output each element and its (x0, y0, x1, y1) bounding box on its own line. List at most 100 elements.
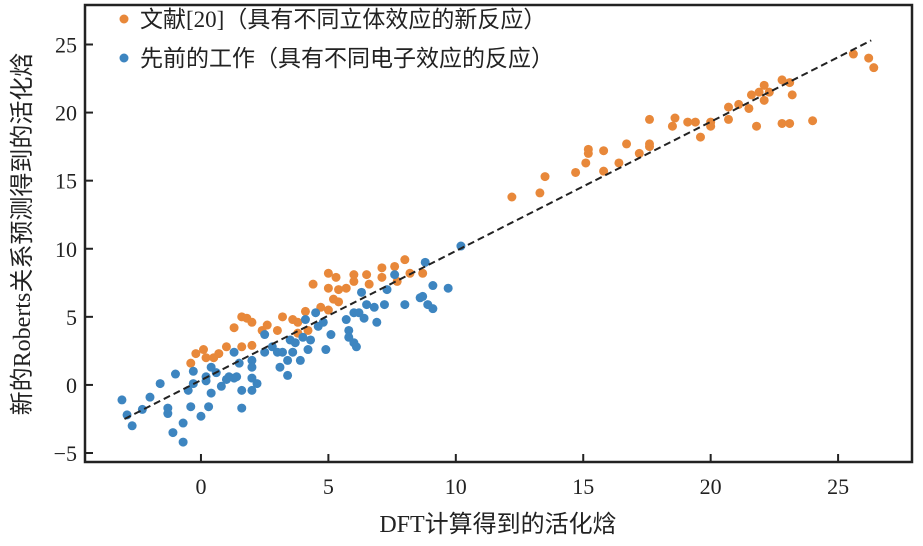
fit-line (124, 39, 872, 420)
data-point-literature (400, 255, 410, 265)
data-point-previous-work (117, 395, 127, 405)
data-point-literature (599, 146, 609, 156)
data-point-literature (334, 285, 344, 295)
data-point-previous-work (418, 291, 428, 301)
data-point-previous-work (428, 304, 438, 314)
data-point-literature (724, 102, 734, 112)
data-point-literature (293, 317, 303, 327)
data-point-literature (247, 317, 257, 327)
data-point-previous-work (168, 428, 178, 438)
data-point-literature (214, 349, 224, 359)
y-tick-label: 25 (55, 32, 77, 57)
data-point-literature (221, 342, 231, 352)
data-point-previous-work (295, 355, 305, 365)
data-point-previous-work (321, 345, 331, 355)
data-point-literature (571, 167, 581, 177)
data-point-previous-work (400, 300, 410, 310)
data-point-previous-work (275, 362, 285, 372)
data-point-literature (341, 283, 351, 293)
data-point-literature (764, 87, 774, 97)
data-point-literature (864, 53, 874, 63)
x-axis-label: DFT计算得到的活化焓 (379, 511, 616, 538)
data-point-previous-work (420, 257, 430, 267)
data-point-previous-work (379, 300, 389, 310)
data-point-literature (237, 342, 247, 352)
data-point-literature (785, 118, 795, 128)
data-point-literature (746, 90, 756, 100)
data-point-literature (362, 270, 372, 280)
data-point-previous-work (311, 308, 321, 318)
data-point-literature (622, 139, 632, 149)
data-point-literature (759, 95, 769, 105)
data-point-previous-work (196, 411, 206, 421)
data-point-literature (278, 312, 288, 322)
data-point-previous-work (178, 437, 188, 447)
data-point-literature (247, 340, 257, 350)
data-point-literature (364, 279, 374, 289)
y-tick-label: 0 (66, 373, 77, 398)
data-point-literature (303, 325, 313, 335)
data-point-previous-work (186, 402, 196, 412)
data-point-literature (670, 113, 680, 123)
data-point-previous-work (283, 355, 293, 365)
data-point-literature (683, 117, 693, 127)
data-point-literature (645, 114, 655, 124)
data-point-previous-work (290, 338, 300, 348)
data-point-literature (199, 345, 209, 355)
ticks-layer: 0 5 10 15 20 25 −5 0 5 10 15 20 25 (54, 32, 850, 499)
data-point-previous-work (188, 366, 198, 376)
data-point-previous-work (247, 385, 257, 395)
data-point-previous-work (283, 370, 293, 380)
data-point-previous-work (155, 379, 165, 389)
data-point-literature (787, 90, 797, 100)
data-point-literature (744, 103, 754, 113)
data-point-literature (418, 268, 428, 278)
data-point-previous-work (326, 330, 336, 340)
data-point-literature (581, 158, 591, 168)
y-tick-label: 20 (55, 101, 77, 126)
plot-frame (83, 3, 914, 464)
data-point-literature (734, 99, 744, 109)
data-point-literature (377, 272, 387, 282)
data-point-literature (645, 142, 655, 152)
x-tick-label: 25 (827, 474, 849, 499)
data-point-literature (186, 358, 196, 368)
data-point-literature (583, 148, 593, 158)
legend-marker-literature (119, 14, 129, 24)
data-point-previous-work (278, 347, 288, 357)
y-tick-label: 10 (55, 237, 77, 262)
data-point-previous-work (288, 347, 298, 357)
data-point-literature (869, 63, 879, 73)
data-point-literature (808, 116, 818, 126)
data-point-previous-work (390, 270, 400, 280)
data-point-literature (191, 349, 201, 359)
data-point-previous-work (443, 283, 453, 293)
data-point-previous-work (237, 385, 247, 395)
points-layer (117, 49, 879, 447)
data-point-literature (724, 114, 734, 124)
y-tick-label: 15 (55, 169, 77, 194)
data-point-literature (201, 353, 211, 363)
x-tick-label: 20 (700, 474, 722, 499)
data-point-literature (599, 166, 609, 176)
data-point-literature (540, 172, 550, 182)
y-axis-label: 新的Roberts关系预测得到的活化焓 (9, 53, 36, 416)
data-point-previous-work (237, 403, 247, 413)
data-point-literature (848, 49, 858, 59)
data-point-literature (323, 305, 333, 315)
data-point-previous-work (163, 409, 173, 419)
data-point-previous-work (145, 392, 155, 402)
data-point-literature (759, 80, 769, 90)
data-point-previous-work (306, 335, 316, 345)
data-point-previous-work (362, 300, 372, 310)
data-point-previous-work (229, 347, 239, 357)
data-point-literature (507, 192, 517, 202)
data-point-literature (690, 117, 700, 127)
data-point-literature (695, 132, 705, 142)
data-point-literature (754, 87, 764, 97)
legend-label-literature: 文献[20]（具有不同立体效应的新反应） (140, 7, 546, 32)
data-point-literature (777, 75, 787, 85)
data-point-previous-work (127, 421, 137, 431)
data-point-literature (308, 279, 318, 289)
